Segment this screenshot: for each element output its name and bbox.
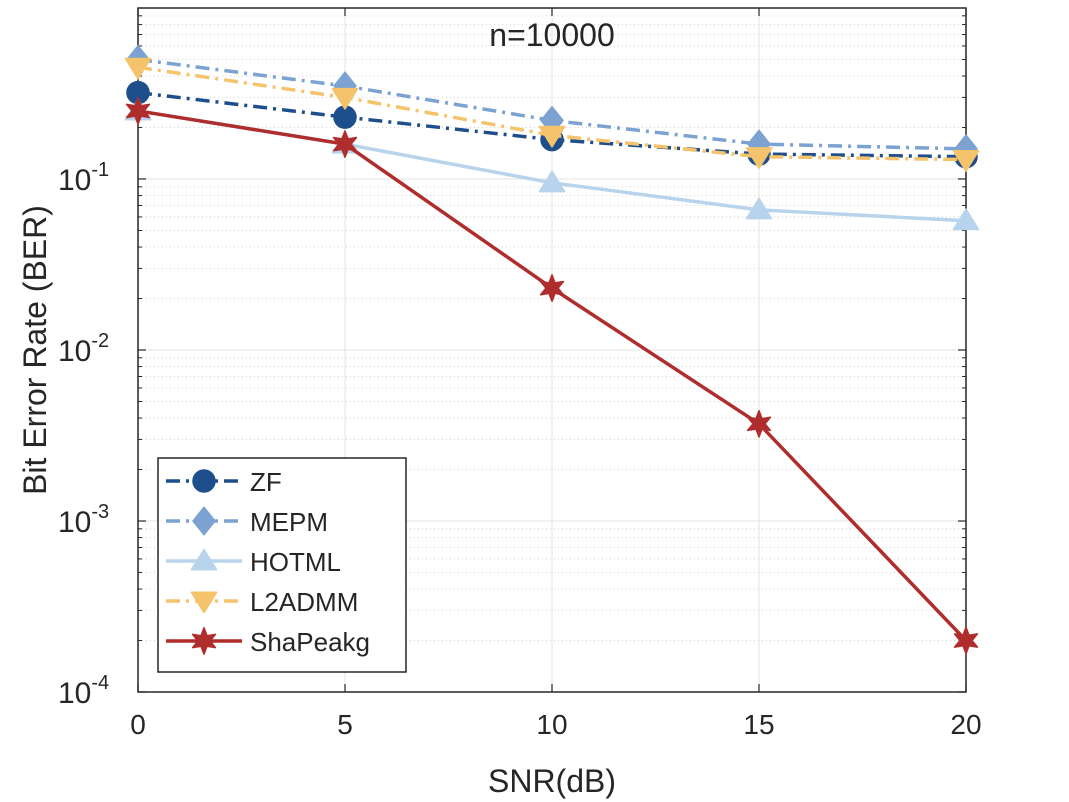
x-tick-label: 0 [130,709,146,740]
data-point-shapeakg [332,130,358,159]
data-point-shapeakg [746,409,772,438]
y-tick-label: 10-2 [58,330,109,368]
legend-marker-hotml [190,548,218,571]
y-tick-label: 10-4 [58,672,109,710]
y-axis-label: Bit Error Rate (BER) [17,205,53,495]
legend-item-mepm: MEPM [166,506,328,537]
y-tick-label: 10-1 [58,159,109,197]
data-point-l2admm [952,149,980,172]
legend-item-shapeakg: ShaPeakg [166,627,370,657]
x-tick-label: 10 [536,709,567,740]
y-tick-label: 10-3 [58,501,109,539]
x-tick-label: 15 [743,709,774,740]
legend-label-mepm: MEPM [250,507,328,537]
legend-label-l2admm: L2ADMM [250,587,358,617]
legend: ZF MEPM HOTML L2ADMM ShaPeakg [157,457,407,673]
chart-title: n=10000 [489,17,614,53]
x-tick-label: 20 [950,709,981,740]
data-point-shapeakg [125,97,151,125]
legend-label-hotml: HOTML [250,547,341,577]
series-shapeakg [125,97,979,655]
data-point-hotml [538,170,566,193]
data-point-shapeakg [953,626,979,655]
data-point-hotml [745,197,773,220]
legend-marker-l2admm [190,591,218,614]
data-point-l2admm [331,87,359,110]
legend-item-zf: ZF [166,467,282,497]
legend-item-hotml: HOTML [166,547,341,577]
data-point-shapeakg [539,274,565,303]
series-l2admm [124,57,980,172]
data-point-l2admm [538,125,566,148]
series-layer [124,44,980,655]
legend-label-shapeakg: ShaPeakg [250,627,370,657]
legend-marker-mepm [192,506,216,536]
legend-item-l2admm: L2ADMM [166,587,358,617]
legend-marker-shapeakg [191,627,217,655]
x-axis-label: SNR(dB) [488,763,616,799]
x-tick-label: 5 [337,709,353,740]
legend-label-zf: ZF [250,467,282,497]
axis-ticks: 0 5 10 15 20 10-4 10-3 10-2 10-1 [58,8,982,740]
data-point-l2admm [124,57,152,80]
data-point-hotml [952,208,980,231]
data-point-l2admm [745,147,773,170]
legend-marker-zf [192,469,216,493]
